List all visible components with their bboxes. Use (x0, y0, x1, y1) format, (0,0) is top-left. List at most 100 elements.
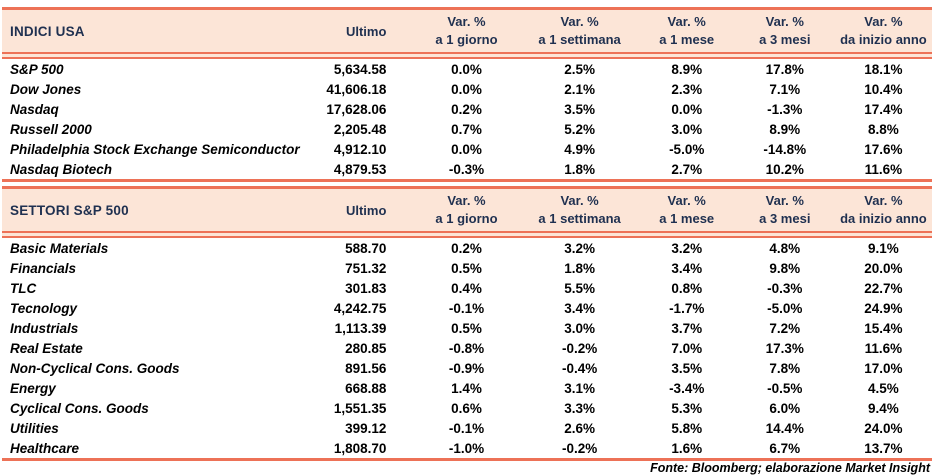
var-value-5: 4.5% (868, 380, 899, 396)
last-value: 301.83 (345, 280, 387, 296)
section-title-settori-sp500: SETTORI S&P 500 (2, 186, 303, 238)
var-value-5: 24.9% (864, 300, 903, 316)
last-value: 4,879.53 (333, 161, 387, 177)
var-value-4: 4.8% (769, 240, 801, 256)
table-row: Real Estate 280.85 -0.8% -0.2% 7.0% 17.3% 11.6… (2, 338, 932, 358)
row-label: Russell 2000 (10, 121, 92, 137)
var-value-5: 17.6% (864, 141, 903, 157)
var-value-4: 7.2% (769, 320, 801, 336)
column-header-var-3-mesi: Var. % a 3 mesi (734, 186, 835, 238)
var-value-1: -0.1% (448, 300, 485, 316)
column-header-var-1-mese: Var. % a 1 mese (638, 7, 735, 59)
var-value-1: -1.0% (448, 440, 485, 456)
sectors-body: Basic Materials 588.70 0.2% 3.2% 3.2% 4.8% 9.1… (2, 238, 932, 458)
period-label: a 3 mesi (759, 211, 811, 226)
var-label: Var. % (864, 193, 903, 208)
var-value-3: -5.0% (669, 141, 705, 157)
table-row: Basic Materials 588.70 0.2% 3.2% 3.2% 4.8% 9.1… (2, 238, 932, 258)
var-label: Var. % (765, 14, 804, 29)
settori-sp500-table: SETTORI S&P 500 Ultimo Var. % a 1 giorno… (2, 186, 932, 458)
var-value-2: 5.5% (564, 280, 595, 296)
var-value-1: 0.5% (451, 260, 482, 276)
table-row: Dow Jones 41,606.18 0.0% 2.1% 2.3% 7.1% 10.4% (2, 79, 932, 99)
var-value-2: 3.3% (564, 400, 595, 416)
var-value-3: -3.4% (669, 380, 705, 396)
var-value-4: -0.3% (767, 280, 803, 296)
last-value: 280.85 (345, 340, 387, 356)
var-value-4: 7.1% (769, 81, 801, 97)
row-label: Non-Cyclical Cons. Goods (10, 360, 180, 376)
var-value-1: 0.5% (451, 320, 482, 336)
last-value: 2,205.48 (333, 121, 387, 137)
var-value-1: 0.0% (451, 81, 482, 97)
period-label: da inizio anno (840, 32, 927, 47)
var-value-5: 13.7% (864, 440, 903, 456)
column-header-var-3-mesi: Var. % a 3 mesi (734, 7, 835, 59)
sectors-header: SETTORI S&P 500 Ultimo Var. % a 1 giorno… (2, 186, 932, 238)
var-value-4: -0.5% (767, 380, 803, 396)
last-value: 751.32 (345, 260, 387, 276)
column-header-var-1-giorno: Var. % a 1 giorno (412, 186, 521, 238)
var-value-3: 3.2% (671, 240, 703, 256)
var-value-1: 0.2% (451, 240, 482, 256)
table-row: TLC 301.83 0.4% 5.5% 0.8% -0.3% 22.7% (2, 278, 932, 298)
last-value: 5,634.58 (333, 61, 387, 77)
last-value: 1,808.70 (333, 440, 387, 456)
period-label: a 1 settimana (538, 211, 621, 226)
var-value-2: -0.2% (561, 440, 598, 456)
var-value-1: -0.3% (448, 161, 485, 177)
var-value-4: -1.3% (767, 101, 803, 117)
var-label: Var. % (667, 193, 706, 208)
var-value-3: 1.6% (671, 440, 703, 456)
var-value-1: -0.8% (448, 340, 485, 356)
var-label: Var. % (447, 14, 486, 29)
table-row: Utilities 399.12 -0.1% 2.6% 5.8% 14.4% 24.0% (2, 418, 932, 438)
var-label: Var. % (447, 193, 486, 208)
indices-header: INDICI USA Ultimo Var. % a 1 giorno Var.… (2, 7, 932, 59)
table-row: Russell 2000 2,205.48 0.7% 5.2% 3.0% 8.9% 8.8% (2, 119, 932, 139)
var-value-4: 6.7% (769, 440, 801, 456)
var-value-5: 9.4% (868, 400, 899, 416)
var-value-1: 0.4% (451, 280, 482, 296)
section-divider-line (2, 179, 932, 182)
var-value-4: 7.8% (769, 360, 801, 376)
var-value-3: 8.9% (671, 61, 703, 77)
row-label: Philadelphia Stock Exchange Semiconducto… (10, 141, 300, 157)
table-row: Financials 751.32 0.5% 1.8% 3.4% 9.8% 20.0% (2, 258, 932, 278)
last-value: 4,242.75 (333, 300, 387, 316)
var-value-5: 22.7% (864, 280, 903, 296)
var-value-5: 8.8% (868, 121, 899, 137)
var-value-5: 9.1% (868, 240, 899, 256)
period-label: a 3 mesi (759, 32, 811, 47)
period-label: a 1 mese (659, 32, 715, 47)
last-value: 399.12 (345, 420, 387, 436)
period-label: a 1 giorno (435, 32, 498, 47)
var-value-5: 17.4% (864, 101, 903, 117)
var-value-4: 6.0% (769, 400, 801, 416)
last-value: 668.88 (345, 380, 387, 396)
var-value-2: 1.8% (564, 161, 595, 177)
var-value-4: -5.0% (767, 300, 803, 316)
var-value-1: 0.2% (451, 101, 482, 117)
table-row: Tecnology 4,242.75 -0.1% 3.4% -1.7% -5.0% 24.9… (2, 298, 932, 318)
table-row: Philadelphia Stock Exchange Semiconducto… (2, 139, 932, 159)
table-row: Nasdaq Biotech 4,879.53 -0.3% 1.8% 2.7% 10.2%… (2, 159, 932, 179)
var-value-2: 3.4% (564, 300, 595, 316)
var-value-4: 8.9% (769, 121, 801, 137)
column-header-ultimo: Ultimo (302, 186, 413, 238)
indici-usa-table: INDICI USA Ultimo Var. % a 1 giorno Var.… (2, 7, 932, 179)
var-value-1: 0.6% (451, 400, 482, 416)
var-value-3: 3.5% (671, 360, 703, 376)
var-value-4: -14.8% (763, 141, 807, 157)
row-label: Utilities (10, 420, 59, 436)
column-header-var-inizio-anno: Var. % da inizio anno (834, 186, 932, 238)
var-value-2: 4.9% (564, 141, 595, 157)
var-value-3: 2.7% (671, 161, 703, 177)
row-label: Cyclical Cons. Goods (10, 400, 149, 416)
var-value-5: 18.1% (864, 61, 903, 77)
var-value-1: 0.7% (451, 121, 482, 137)
settori-sp500-section: SETTORI S&P 500 Ultimo Var. % a 1 giorno… (2, 186, 932, 461)
last-value: 17,628.06 (326, 101, 387, 117)
period-label: da inizio anno (840, 211, 927, 226)
var-value-2: 5.2% (564, 121, 595, 137)
